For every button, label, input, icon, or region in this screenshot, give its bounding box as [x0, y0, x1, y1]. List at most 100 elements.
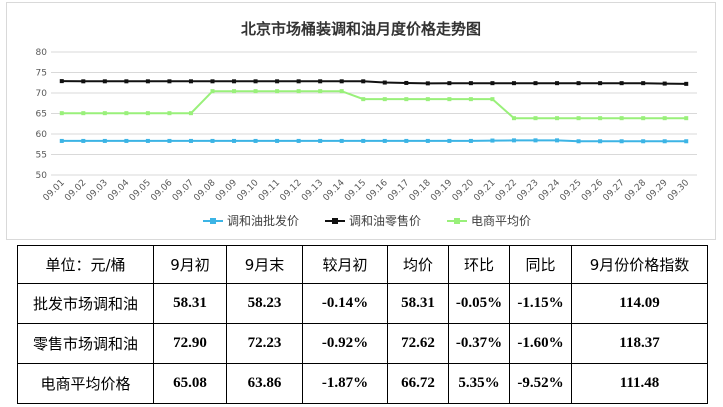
- header-month-start: 9月初: [153, 245, 227, 284]
- data-point: [296, 79, 301, 84]
- data-point: [684, 139, 689, 144]
- data-point: [253, 79, 258, 84]
- data-point: [253, 138, 258, 143]
- x-tick-label: 09.17: [386, 178, 411, 203]
- data-point: [490, 97, 495, 102]
- data-point: [662, 139, 667, 144]
- data-point: [662, 116, 667, 121]
- data-point: [555, 138, 560, 143]
- series-1: [59, 79, 689, 86]
- data-point: [361, 79, 366, 84]
- data-point: [232, 79, 237, 84]
- data-point: [619, 81, 624, 86]
- cell-month-end: 63.86: [226, 363, 303, 404]
- data-point: [188, 111, 193, 116]
- x-tick-label: 09.05: [128, 178, 153, 203]
- data-point: [188, 79, 193, 84]
- data-point: [102, 111, 107, 116]
- data-point: [81, 111, 86, 116]
- data-point: [641, 116, 646, 121]
- y-tick-label: 70: [36, 89, 48, 99]
- x-tick-label: 09.22: [494, 178, 519, 203]
- data-point: [361, 97, 366, 102]
- data-point: [598, 139, 603, 144]
- cell-mom: 5.35%: [448, 363, 510, 404]
- x-tick-label: 09.26: [580, 178, 605, 203]
- legend-label: 调和油零售价: [349, 213, 421, 228]
- data-point: [382, 97, 387, 102]
- legend-item: 电商平均价: [447, 213, 531, 228]
- x-tick-label: 09.08: [192, 178, 217, 203]
- data-point: [145, 111, 150, 116]
- data-point: [339, 89, 344, 94]
- price-trend-chart: 北京市场桶装调和油月度价格走势图 50 55 60 65 70 75 80 09.01 09.…: [6, 2, 716, 240]
- data-point: [81, 138, 86, 143]
- data-point: [555, 81, 560, 86]
- data-point: [404, 97, 409, 102]
- cell-average: 66.72: [387, 363, 449, 404]
- data-point: [188, 138, 193, 143]
- data-point: [318, 79, 323, 84]
- series-0: [59, 138, 689, 144]
- data-point: [339, 138, 344, 143]
- x-axis-ticks: 09.0109.0209.0309.0409.0509.0609.0709.08…: [42, 178, 692, 203]
- data-point: [576, 116, 581, 121]
- data-point: [619, 139, 624, 144]
- x-tick-label: 09.03: [85, 178, 110, 203]
- data-point: [318, 89, 323, 94]
- data-point: [102, 138, 107, 143]
- data-point: [598, 116, 603, 121]
- data-point: [404, 80, 409, 85]
- table-row: 零售市场调和油 72.90 72.23 -0.92% 72.62 -0.37% …: [17, 323, 708, 364]
- y-tick-label: 50: [36, 171, 48, 181]
- data-point: [275, 89, 280, 94]
- data-point: [167, 111, 172, 116]
- data-point: [598, 81, 603, 86]
- data-point: [318, 138, 323, 143]
- data-point: [124, 111, 129, 116]
- legend-marker: [210, 218, 216, 224]
- x-tick-label: 09.02: [63, 178, 88, 203]
- cell-mom: -0.05%: [448, 283, 510, 324]
- data-point: [425, 81, 430, 86]
- series-2: [59, 89, 689, 121]
- cell-yoy: -1.15%: [509, 283, 572, 324]
- legend-label: 调和油批发价: [227, 213, 299, 228]
- x-tick-label: 09.25: [558, 178, 583, 203]
- data-point: [662, 81, 667, 86]
- data-point: [468, 81, 473, 86]
- data-point: [232, 89, 237, 94]
- legend-item: 调和油零售价: [325, 213, 421, 228]
- data-point: [576, 81, 581, 86]
- cell-yoy: -1.60%: [509, 323, 572, 364]
- cell-month-end: 58.23: [226, 283, 303, 324]
- data-point: [59, 79, 64, 84]
- data-point: [145, 79, 150, 84]
- y-axis-ticks: 50 55 60 65 70 75 80: [36, 48, 48, 181]
- data-point: [425, 138, 430, 143]
- data-point: [619, 116, 624, 121]
- y-tick-label: 65: [36, 110, 47, 120]
- x-tick-label: 09.12: [278, 178, 303, 203]
- data-point: [210, 79, 215, 84]
- data-point: [124, 79, 129, 84]
- cell-vs-start: -0.14%: [302, 283, 388, 324]
- data-point: [447, 81, 452, 86]
- legend-marker: [454, 218, 460, 224]
- chart-title: 北京市场桶装调和油月度价格走势图: [241, 20, 481, 38]
- x-tick-label: 09.11: [257, 178, 282, 203]
- data-point: [555, 116, 560, 121]
- data-point: [361, 138, 366, 143]
- x-tick-label: 09.15: [343, 178, 368, 203]
- x-tick-label: 09.01: [42, 178, 67, 203]
- x-tick-label: 09.07: [171, 178, 196, 203]
- series-line: [61, 80, 687, 85]
- x-tick-label: 09.29: [645, 178, 670, 203]
- x-tick-label: 09.09: [214, 178, 239, 203]
- row-label: 批发市场调和油: [17, 283, 154, 324]
- cell-yoy: -9.52%: [509, 363, 572, 404]
- table-row: 电商平均价格 65.08 63.86 -1.87% 66.72 5.35% -9…: [17, 363, 708, 404]
- data-point: [296, 89, 301, 94]
- x-tick-label: 09.19: [429, 178, 454, 203]
- data-point: [490, 138, 495, 143]
